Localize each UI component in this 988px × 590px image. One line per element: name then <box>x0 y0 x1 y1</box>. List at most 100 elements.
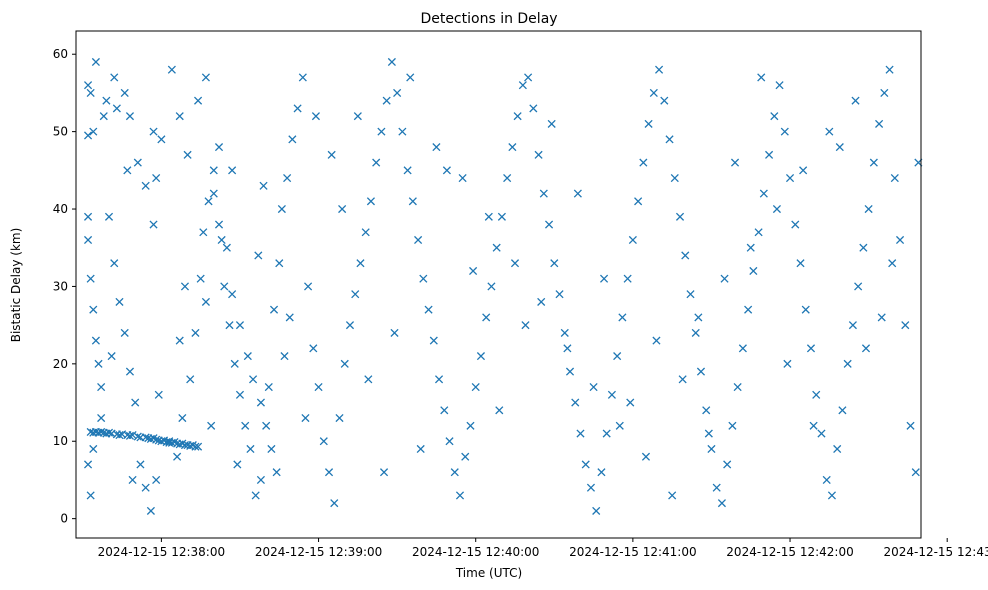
data-point <box>249 375 258 384</box>
data-point <box>91 57 100 67</box>
data-point <box>269 305 279 314</box>
data-point <box>120 88 129 97</box>
y-tick-label: 60 <box>53 47 68 61</box>
x-tick-label: 2024-12-15 12:39:00 <box>255 545 382 559</box>
data-point <box>754 228 763 237</box>
data-point <box>466 421 475 430</box>
data-point <box>243 352 252 361</box>
data-point <box>228 290 237 299</box>
data-point <box>83 235 93 245</box>
data-point <box>602 429 611 438</box>
data-point <box>204 197 213 206</box>
data-point <box>445 437 454 446</box>
data-point <box>859 243 868 252</box>
data-point <box>133 158 142 167</box>
data-point <box>259 181 268 190</box>
data-point <box>885 65 894 74</box>
data-point <box>589 383 598 392</box>
data-point <box>607 390 616 399</box>
data-point <box>888 259 897 268</box>
data-point <box>104 428 114 437</box>
data-point <box>83 212 93 221</box>
data-point <box>209 166 218 175</box>
data-point <box>382 96 391 105</box>
data-point <box>772 204 781 214</box>
data-point <box>660 96 669 105</box>
data-point <box>89 305 98 314</box>
data-point <box>429 336 438 345</box>
data-point <box>285 313 294 322</box>
data-point <box>875 119 884 128</box>
data-point <box>304 282 313 291</box>
data-point <box>83 131 93 140</box>
data-point <box>235 390 245 399</box>
data-point <box>398 127 407 136</box>
y-tick-label: 0 <box>60 512 68 526</box>
data-point <box>251 491 260 500</box>
data-point <box>298 73 307 82</box>
data-point <box>775 81 784 90</box>
data-point <box>191 328 200 337</box>
data-point <box>492 243 501 252</box>
data-point <box>97 427 106 437</box>
data-point <box>911 468 920 477</box>
x-tick-label: 2024-12-15 12:42:00 <box>726 545 853 559</box>
data-point <box>801 305 810 314</box>
data-point <box>194 442 203 451</box>
data-point <box>576 429 585 438</box>
data-point <box>503 174 512 183</box>
data-point <box>230 359 239 368</box>
data-point <box>655 65 664 74</box>
data-point <box>476 352 486 361</box>
data-point <box>555 290 564 299</box>
data-point <box>89 127 98 136</box>
data-point <box>675 212 685 221</box>
data-point <box>513 112 522 121</box>
data-point <box>600 274 609 283</box>
data-point <box>744 305 753 314</box>
data-point <box>796 259 805 268</box>
data-point <box>678 375 687 384</box>
data-markers <box>83 57 923 515</box>
data-point <box>112 104 121 113</box>
data-point <box>806 344 816 353</box>
data-point <box>228 166 237 175</box>
data-point <box>393 88 402 97</box>
data-point <box>730 158 740 167</box>
data-point <box>267 444 276 454</box>
data-point <box>434 375 444 384</box>
data-point <box>455 491 465 500</box>
data-point <box>311 112 320 121</box>
data-point <box>440 406 449 415</box>
data-point <box>843 359 852 368</box>
data-point <box>366 197 375 206</box>
data-point <box>783 359 792 368</box>
data-point <box>196 274 205 283</box>
data-point <box>183 150 192 159</box>
data-point <box>225 321 234 330</box>
data-point <box>534 150 543 159</box>
data-point <box>508 143 517 152</box>
data-point <box>880 88 889 97</box>
data-point <box>717 499 726 508</box>
data-point <box>314 383 323 392</box>
data-point <box>639 158 648 167</box>
data-point <box>848 321 857 330</box>
data-point <box>877 313 886 322</box>
data-point <box>757 73 766 82</box>
data-point <box>419 274 428 283</box>
data-point <box>560 328 569 337</box>
data-point <box>414 235 423 245</box>
data-point <box>94 359 103 368</box>
data-point <box>128 475 137 485</box>
data-point <box>759 189 768 198</box>
data-point <box>720 274 729 283</box>
data-point <box>241 421 250 430</box>
data-point <box>256 398 265 407</box>
data-point <box>97 383 106 392</box>
data-point <box>623 274 632 283</box>
data-point <box>128 430 137 440</box>
data-point <box>895 235 905 245</box>
data-point <box>746 243 755 252</box>
data-point <box>125 112 135 121</box>
